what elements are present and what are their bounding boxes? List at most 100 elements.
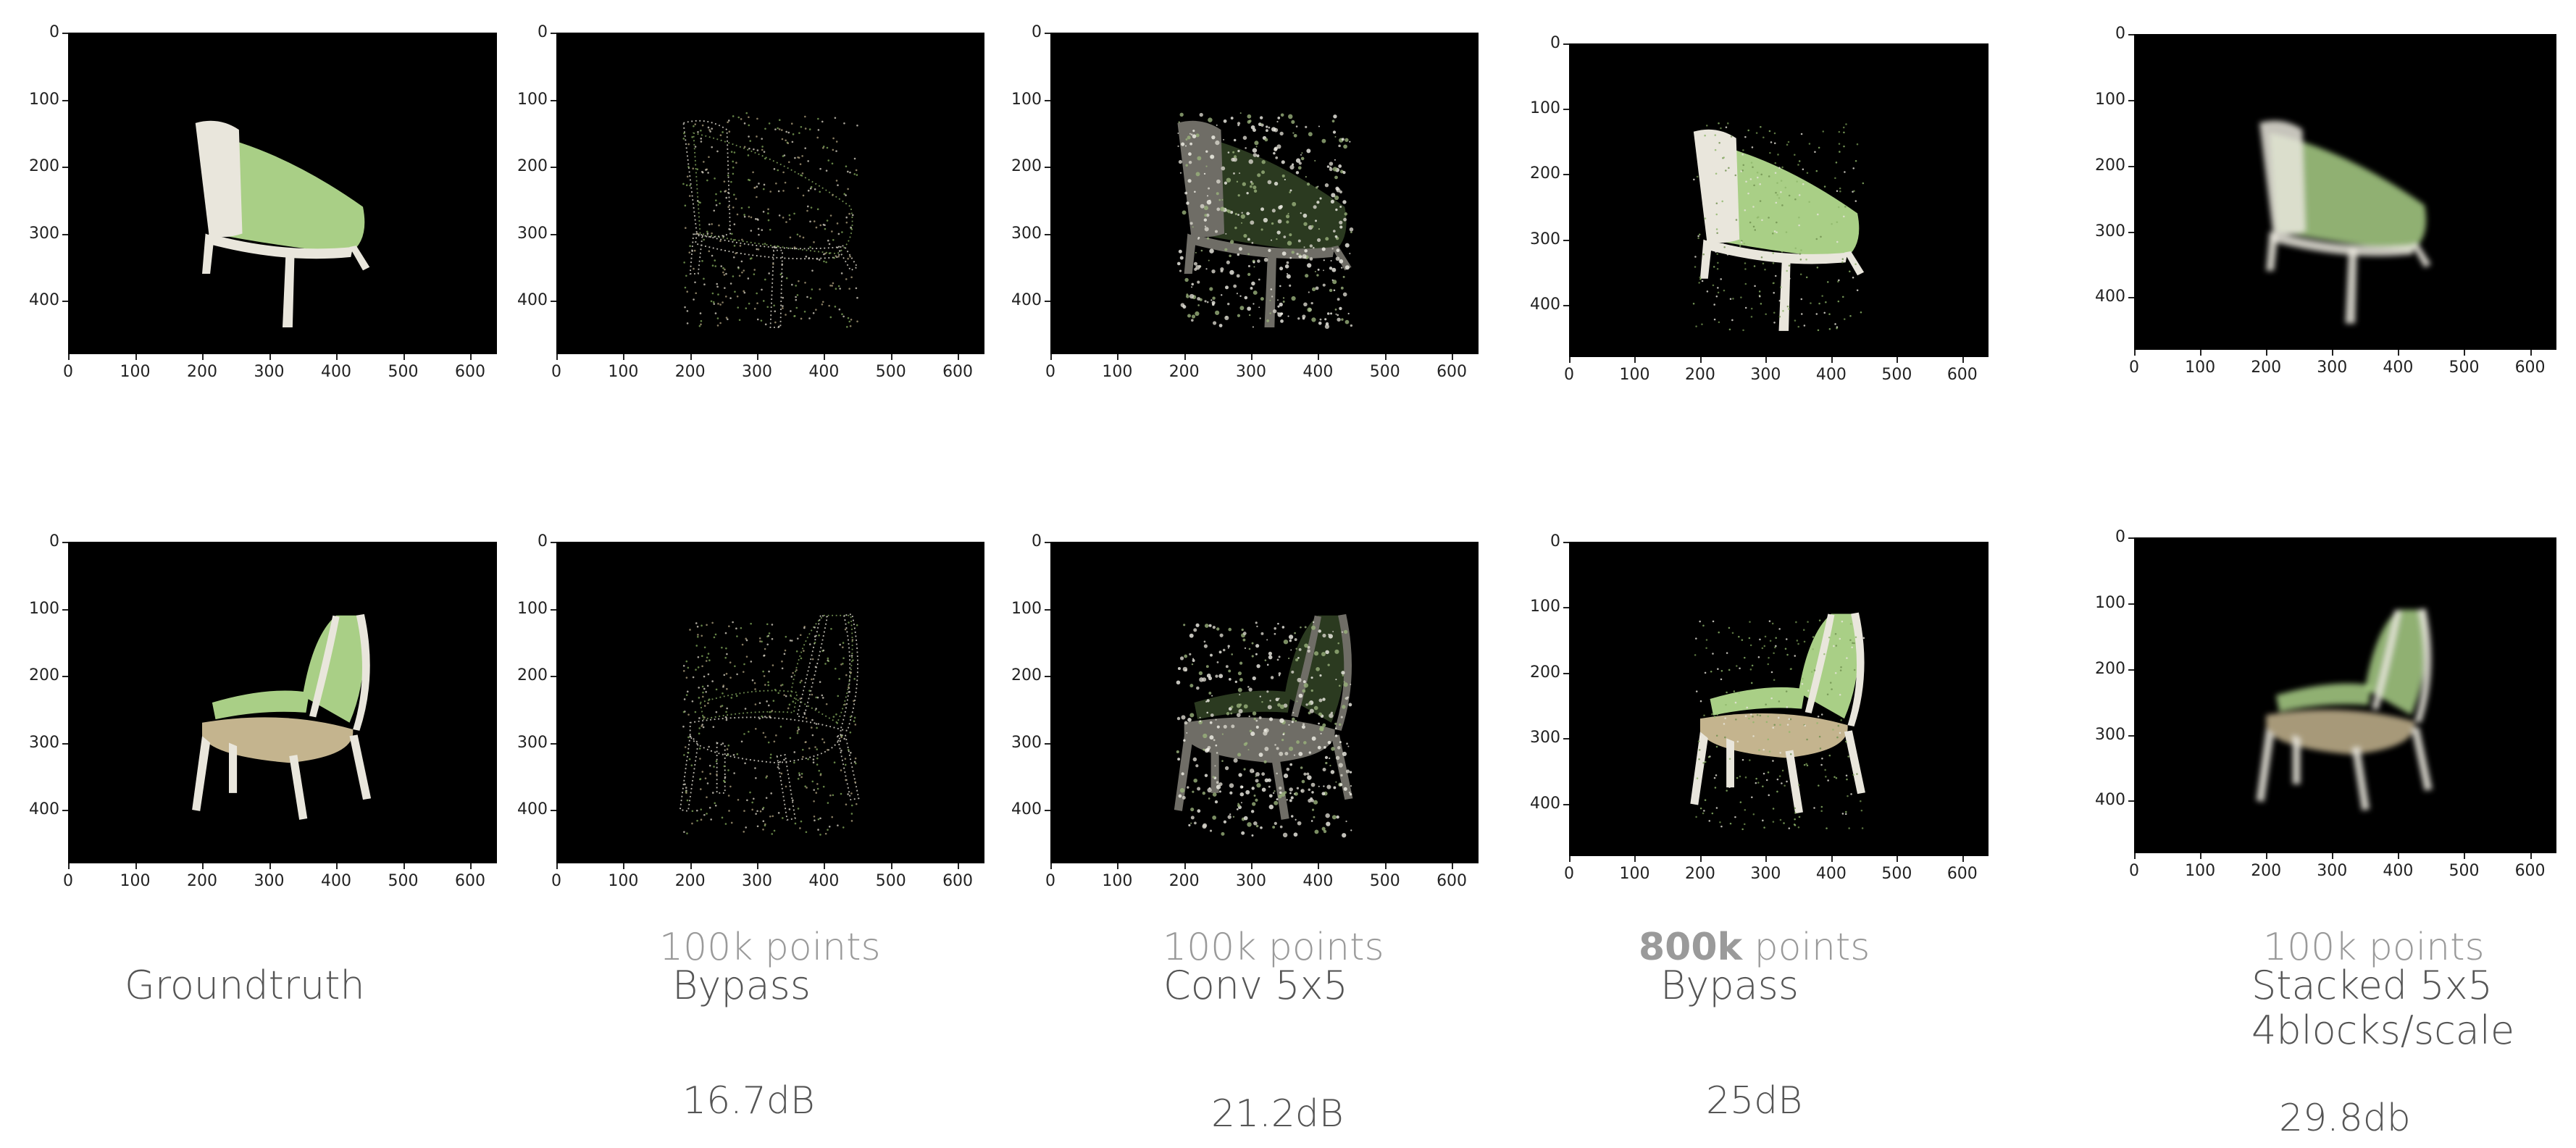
chair-frame bbox=[769, 249, 784, 328]
x-tick-label: 300 bbox=[1750, 865, 1781, 883]
y-tick-label: 200 bbox=[1530, 663, 1560, 682]
x-tick-mark bbox=[1251, 863, 1253, 869]
x-tick-label: 500 bbox=[1369, 363, 1400, 381]
y-tick-mark bbox=[2128, 165, 2134, 167]
chair-frame bbox=[283, 250, 295, 327]
chair-frame bbox=[309, 615, 340, 718]
y-tick-label: 0 bbox=[49, 532, 59, 550]
x-tick-label: 300 bbox=[1236, 363, 1267, 381]
chair-frame bbox=[796, 614, 829, 718]
x-tick-label: 600 bbox=[1946, 366, 1978, 384]
x-tick-label: 100 bbox=[1619, 865, 1650, 883]
chair-cushion bbox=[699, 690, 798, 721]
x-tick-label: 600 bbox=[455, 872, 485, 890]
caption-method-bypass: Bypass bbox=[672, 963, 811, 1008]
chair-frame bbox=[776, 754, 796, 821]
chair-cushion bbox=[205, 133, 365, 254]
chair-frame bbox=[689, 232, 703, 275]
y-tick-mark bbox=[551, 810, 556, 811]
x-tick-label: 0 bbox=[63, 363, 73, 381]
y-tick-label: 300 bbox=[2095, 222, 2125, 240]
x-tick-mark bbox=[1897, 357, 1899, 363]
chair-frame bbox=[195, 120, 243, 238]
x-tick-label: 0 bbox=[1564, 366, 1574, 384]
x-tick-mark bbox=[2134, 350, 2136, 356]
render-image bbox=[68, 542, 497, 863]
x-tick-label: 500 bbox=[875, 363, 906, 381]
caption-db-bypass-800k: 25dB bbox=[1706, 1079, 1803, 1123]
y-tick-label: 100 bbox=[1011, 90, 1042, 109]
x-tick-mark bbox=[1634, 856, 1636, 862]
x-tick-mark bbox=[1318, 863, 1320, 869]
x-tick-label: 0 bbox=[1045, 363, 1055, 381]
x-tick-mark bbox=[890, 354, 892, 360]
x-tick-mark bbox=[135, 354, 137, 360]
x-tick-mark bbox=[470, 863, 472, 869]
caption-db-bypass: 16.7dB bbox=[682, 1079, 815, 1123]
y-tick-label: 200 bbox=[2095, 659, 2125, 678]
x-tick-mark bbox=[1384, 863, 1387, 869]
chair-cushion bbox=[1710, 687, 1805, 716]
y-tick-mark bbox=[551, 608, 556, 611]
chair-frame bbox=[836, 734, 860, 801]
x-tick-mark bbox=[2530, 350, 2532, 356]
x-tick-label: 0 bbox=[1045, 872, 1055, 890]
caption-points-bypass: 100k points bbox=[659, 926, 881, 969]
x-tick-label: 100 bbox=[2185, 862, 2216, 880]
y-tick-label: 400 bbox=[2095, 288, 2125, 306]
x-tick-label: 500 bbox=[2449, 359, 2480, 377]
x-tick-mark bbox=[1765, 856, 1768, 862]
caption-points-stacked: 100k points bbox=[2263, 926, 2485, 969]
y-tick-label: 400 bbox=[29, 291, 59, 309]
x-tick-label: 600 bbox=[455, 363, 485, 381]
y-tick-mark bbox=[62, 810, 68, 811]
caption-method-bypass-800k: Bypass bbox=[1660, 963, 1799, 1008]
x-tick-label: 600 bbox=[1437, 363, 1468, 381]
x-tick-mark bbox=[1831, 856, 1833, 862]
y-tick-label: 100 bbox=[1530, 99, 1560, 118]
y-tick-label: 200 bbox=[517, 666, 548, 684]
x-tick-mark bbox=[556, 354, 558, 360]
x-tick-mark bbox=[690, 863, 692, 869]
chair-frame bbox=[1844, 730, 1865, 795]
x-tick-mark bbox=[1962, 856, 1964, 862]
chair-frame bbox=[1331, 246, 1352, 271]
x-tick-mark bbox=[2200, 853, 2202, 859]
y-tick-mark bbox=[62, 542, 68, 543]
x-tick-label: 0 bbox=[551, 872, 561, 890]
chair-render bbox=[2259, 120, 2431, 324]
y-tick-label: 100 bbox=[1530, 598, 1560, 616]
chair-frame bbox=[1693, 129, 1740, 243]
x-tick-label: 300 bbox=[254, 363, 285, 381]
y-tick-label: 100 bbox=[29, 90, 59, 109]
caption-db-conv: 21.2dB bbox=[1211, 1092, 1344, 1136]
y-tick-mark bbox=[1045, 301, 1050, 302]
y-tick-label: 200 bbox=[1011, 157, 1042, 175]
chair-frame bbox=[2411, 243, 2431, 268]
y-tick-mark bbox=[1563, 738, 1569, 740]
x-tick-label: 600 bbox=[942, 363, 974, 381]
chair-frame bbox=[2351, 746, 2370, 810]
x-tick-mark bbox=[1318, 354, 1320, 360]
x-tick-label: 500 bbox=[1369, 872, 1400, 890]
chair-cushion bbox=[1194, 690, 1292, 720]
x-tick-label: 300 bbox=[1750, 366, 1781, 384]
x-tick-label: 400 bbox=[2383, 862, 2414, 880]
x-tick-mark bbox=[403, 863, 405, 869]
x-tick-label: 400 bbox=[1302, 872, 1334, 890]
y-tick-label: 300 bbox=[517, 733, 548, 752]
x-tick-label: 200 bbox=[674, 872, 706, 890]
chair-render bbox=[195, 120, 370, 327]
x-tick-label: 200 bbox=[1168, 872, 1200, 890]
y-tick-mark bbox=[551, 33, 556, 34]
x-tick-mark bbox=[1699, 357, 1702, 363]
x-tick-mark bbox=[2398, 350, 2400, 356]
y-tick-label: 300 bbox=[2095, 725, 2125, 744]
x-tick-label: 600 bbox=[1437, 872, 1468, 890]
y-tick-mark bbox=[62, 608, 68, 611]
x-tick-label: 200 bbox=[1684, 865, 1715, 883]
y-tick-label: 100 bbox=[517, 90, 548, 109]
x-tick-mark bbox=[1251, 354, 1253, 360]
chair-frame bbox=[1210, 742, 1219, 793]
x-tick-mark bbox=[1831, 357, 1833, 363]
